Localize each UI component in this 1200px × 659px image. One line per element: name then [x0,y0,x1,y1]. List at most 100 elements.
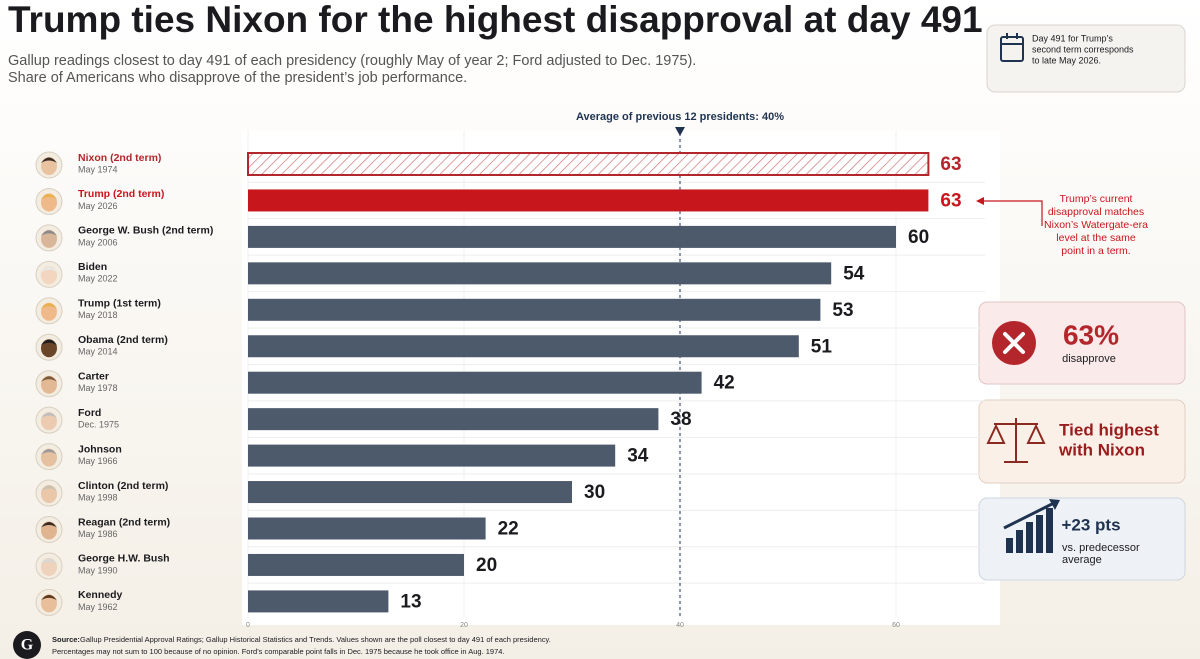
bar [248,189,929,212]
bar [248,371,702,394]
x-icon [1003,332,1025,354]
value-label: 54 [843,263,865,284]
bar [248,408,659,431]
note-text: Day 491 for Trump’s [1032,33,1113,43]
avatar [35,333,63,361]
value-label: 13 [400,591,421,612]
scales-icon [986,418,1046,463]
annotation-text: disapproval matches [1048,206,1144,218]
president-name: Nixon (2nd term) [78,152,161,164]
subtitle: Gallup readings closest to day 491 of ea… [8,53,696,69]
value-label: 60 [908,227,929,248]
bar [248,444,616,467]
president-name: Johnson [78,443,122,455]
avatar [35,370,63,398]
bar [248,225,896,248]
bar [248,590,389,613]
value-label: 38 [670,409,691,430]
bar [248,335,799,358]
bar [248,298,821,321]
avatar [35,406,63,434]
card [978,301,1186,385]
value-label: 63 [940,190,961,211]
president-name: Ford [78,407,101,419]
card [978,399,1186,484]
x-tick-label: 40 [676,622,684,629]
value-label: 53 [832,300,853,321]
value-label: 34 [627,446,649,467]
source-label: Source: [52,635,80,644]
average-marker [675,127,685,136]
value-label: 20 [476,555,497,576]
president-date: Dec. 1975 [78,420,119,430]
president-name: Biden [78,261,107,273]
avatar [35,297,63,325]
avatar [35,260,63,288]
president-date: May 1962 [78,602,118,612]
card-text: vs. predecessor [1062,542,1140,554]
president-name: Carter [78,370,109,382]
avatar [35,588,63,616]
bar [248,262,832,285]
avatar [35,443,63,471]
value-label: 22 [498,519,519,540]
president-date: May 2026 [78,201,118,211]
x-tick-label: 20 [460,622,468,629]
president-date: May 1966 [78,456,118,466]
value-label: 63 [940,154,961,175]
avatar [35,224,63,252]
annotation [976,197,1043,226]
logo-letter: G [21,637,34,654]
president-date: May 2006 [78,237,118,247]
card-text: with Nixon [1058,440,1145,459]
calendar-icon [1000,33,1024,62]
bar [248,517,486,540]
card-value: +23 pts [1061,515,1120,534]
president-date: May 1974 [78,164,118,174]
president-date: May 2014 [78,347,118,357]
average-label: Average of previous 12 presidents: 40% [576,111,784,123]
avatar [35,151,63,179]
x-tick-label: 0 [246,622,250,629]
bar [248,553,464,576]
president-date: May 1998 [78,492,118,502]
president-date: May 2022 [78,274,118,284]
president-name: Kennedy [78,589,123,601]
president-date: May 1986 [78,529,118,539]
note-box [986,24,1186,93]
avatar [35,516,63,543]
note-text: to late May 2026. [1032,55,1101,65]
card-text: average [1062,554,1102,566]
card-text: disapprove [1062,353,1116,365]
growth-icon [1003,499,1060,553]
president-name: Obama (2nd term) [78,334,168,346]
title: Trump ties Nixon for the highest disappr… [8,0,983,40]
value-label: 30 [584,482,605,503]
annotation-text: Nixon’s Watergate-era [1044,219,1148,231]
footer-note: Percentages may not sum to 100 because o… [52,647,505,656]
avatar [35,187,63,215]
card-value: Tied highest [1059,420,1159,439]
source-text: Gallup Presidential Approval Ratings; Ga… [80,635,551,644]
president-date: May 1990 [78,565,118,575]
president-name: George W. Bush (2nd term) [78,225,213,237]
bar [247,152,930,176]
card-value: 63% [1063,319,1119,350]
president-name: Trump (2nd term) [78,188,164,200]
card [978,497,1186,581]
avatar [35,479,63,507]
bar [248,481,572,504]
president-date: May 1978 [78,383,118,393]
logo [13,631,41,659]
subtitle: Share of Americans who disapprove of the… [8,70,467,86]
value-label: 51 [811,336,833,357]
president-name: Clinton (2nd term) [78,480,168,492]
note-text: second term corresponds [1032,44,1134,54]
annotation-text: level at the same [1056,232,1136,244]
avatar [35,552,63,580]
president-name: Trump (1st term) [78,298,161,310]
president-name: Reagan (2nd term) [78,516,170,528]
president-date: May 2018 [78,310,118,320]
value-label: 42 [714,373,735,394]
